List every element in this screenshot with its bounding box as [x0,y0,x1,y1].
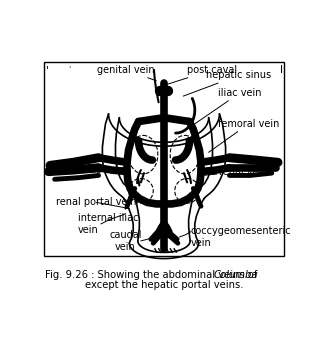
Text: l: l [280,65,284,75]
Text: coccygeomesenteric
vein: coccygeomesenteric vein [191,226,292,248]
Text: genital vein: genital vein [97,65,156,81]
Text: ': ' [45,65,49,75]
Text: hepatic sinus: hepatic sinus [183,70,271,96]
Text: caudal
vein: caudal vein [109,230,142,252]
Text: post caval: post caval [164,65,237,85]
Text: ˈ: ˈ [68,65,70,74]
Text: femoral vein: femoral vein [209,119,279,152]
Text: Columba: Columba [214,270,259,280]
Text: iliac vein: iliac vein [195,88,261,124]
Text: sciatic vein: sciatic vein [70,165,125,175]
Text: renal vein: renal vein [203,166,268,177]
Text: internal iliac
vein: internal iliac vein [78,213,138,235]
Text: renal portal vein: renal portal vein [56,197,137,208]
Text: Fig. 9.26 : Showing the abdominal veins of: Fig. 9.26 : Showing the abdominal veins … [45,270,261,280]
Bar [44,62,284,256]
Text: except the hepatic portal veins.: except the hepatic portal veins. [85,280,243,290]
